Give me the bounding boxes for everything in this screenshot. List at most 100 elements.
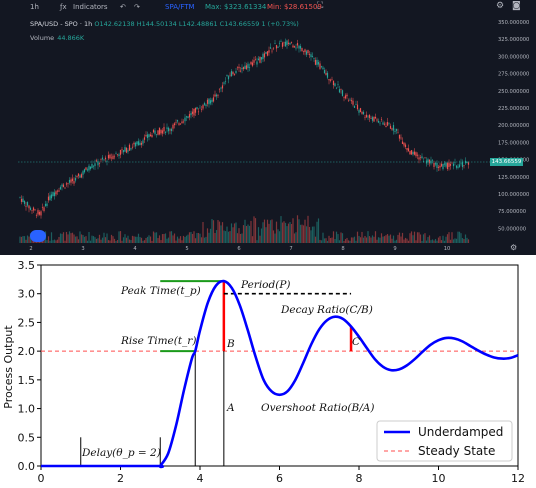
- volume-bar: [413, 231, 416, 243]
- price-tick-label: 100.000000: [498, 192, 529, 198]
- indicators-icon[interactable]: ƒx: [60, 3, 67, 11]
- pair-toggle[interactable]: SPA/FTM: [165, 3, 195, 11]
- indicators-button[interactable]: Indicators: [73, 3, 108, 11]
- candle-body: [65, 183, 68, 185]
- candle-body: [151, 134, 153, 137]
- candle-body: [358, 109, 360, 113]
- camera-icon[interactable]: ◙: [512, 1, 521, 11]
- volume-bar: [323, 238, 326, 243]
- candle-body: [314, 59, 317, 65]
- candle-body: [307, 50, 309, 54]
- candle-body: [355, 104, 357, 105]
- scale-settings-icon[interactable]: ⚙: [510, 243, 518, 252]
- candle-body: [152, 129, 155, 133]
- volume-bar: [463, 239, 465, 243]
- volume-label: Volume: [30, 34, 55, 42]
- volume-bar: [208, 232, 210, 243]
- candle-body: [214, 94, 216, 97]
- volume-bar: [209, 228, 212, 243]
- candle-body: [344, 95, 347, 99]
- candlestick-plot[interactable]: 350.000000325.000000300.000000275.000000…: [0, 0, 536, 255]
- x-tick-label: 0: [38, 472, 45, 484]
- candle-body: [212, 97, 215, 102]
- volume-bar: [73, 234, 75, 243]
- volume-bar: [190, 231, 192, 243]
- volume-bar: [263, 219, 266, 243]
- candle-body: [323, 70, 326, 74]
- candle-body: [421, 156, 423, 159]
- volume-bar: [127, 235, 129, 243]
- volume-bar: [361, 231, 363, 243]
- volume-bar: [115, 240, 117, 243]
- volume-bar: [110, 234, 113, 243]
- volume-bar: [307, 215, 309, 243]
- candle-body: [262, 53, 264, 60]
- volume-bar: [26, 235, 29, 243]
- volume-bar: [70, 233, 72, 243]
- volume-bar: [151, 240, 153, 243]
- time-tick-label: 10: [444, 246, 451, 252]
- candle-body: [172, 124, 174, 129]
- volume-header: Volume 44.866K: [30, 34, 84, 42]
- candle-body: [410, 150, 413, 155]
- redo-icon[interactable]: ↷: [134, 3, 140, 11]
- candle-body: [248, 67, 251, 68]
- candle-body: [383, 123, 386, 125]
- candle-body: [209, 100, 212, 104]
- candle-body: [376, 119, 378, 121]
- volume-bar: [19, 236, 21, 243]
- candle-body: [271, 50, 273, 52]
- candle-body: [31, 210, 33, 211]
- high-value: H144.50134: [136, 20, 177, 28]
- y-tick-label: 1.0: [18, 403, 36, 416]
- candle-body: [43, 207, 45, 212]
- candle-body: [107, 155, 110, 159]
- ohlc-header: SPA/USD - SPO · 1h O142.62138 H144.50134…: [30, 20, 299, 28]
- candle-body: [403, 142, 405, 146]
- fullscreen-icon[interactable]: ⛶: [317, 1, 324, 11]
- volume-bar: [164, 233, 167, 243]
- candle-body: [304, 49, 306, 53]
- volume-bar: [116, 240, 119, 243]
- volume-bar: [412, 235, 414, 243]
- candle-body: [218, 88, 221, 90]
- volume-bar: [152, 231, 155, 243]
- candle-body: [305, 51, 308, 55]
- candle-body: [170, 128, 173, 132]
- candle-body: [137, 141, 140, 146]
- y-tick-label: 0.0: [18, 460, 36, 473]
- change-value: 1 (+0.73%): [261, 20, 299, 28]
- candle-body: [257, 58, 260, 60]
- volume-bar: [442, 235, 444, 243]
- candle-body: [298, 45, 300, 49]
- candle-body: [326, 72, 329, 78]
- volume-bar: [146, 236, 149, 243]
- candle-body: [115, 153, 117, 155]
- candle-body: [361, 112, 363, 114]
- candle-body: [185, 116, 188, 118]
- settings-icon[interactable]: ⚙: [496, 1, 505, 11]
- interval-selector[interactable]: 1h: [30, 3, 39, 11]
- volume-bar: [458, 231, 461, 243]
- y-tick-label: 2.0: [18, 345, 36, 358]
- volume-bar: [154, 232, 156, 243]
- candle-body: [446, 163, 449, 170]
- volume-bar: [106, 233, 108, 243]
- volume-bar: [397, 234, 399, 243]
- volume-bar: [134, 236, 137, 243]
- candle-body: [268, 50, 270, 53]
- volume-bar: [22, 236, 24, 243]
- candle-body: [317, 62, 320, 65]
- volume-bar: [130, 239, 132, 243]
- candle-body: [433, 163, 435, 167]
- candle-body: [334, 83, 336, 87]
- volume-bar: [277, 229, 279, 243]
- volume-bar: [83, 236, 86, 243]
- volume-bar: [268, 223, 270, 243]
- volume-bar: [332, 231, 335, 243]
- undo-icon[interactable]: ↶: [120, 3, 126, 11]
- candle-body: [98, 163, 101, 164]
- y-tick-label: 3.0: [18, 288, 36, 301]
- candle-body: [409, 151, 411, 155]
- candle-body: [215, 94, 218, 97]
